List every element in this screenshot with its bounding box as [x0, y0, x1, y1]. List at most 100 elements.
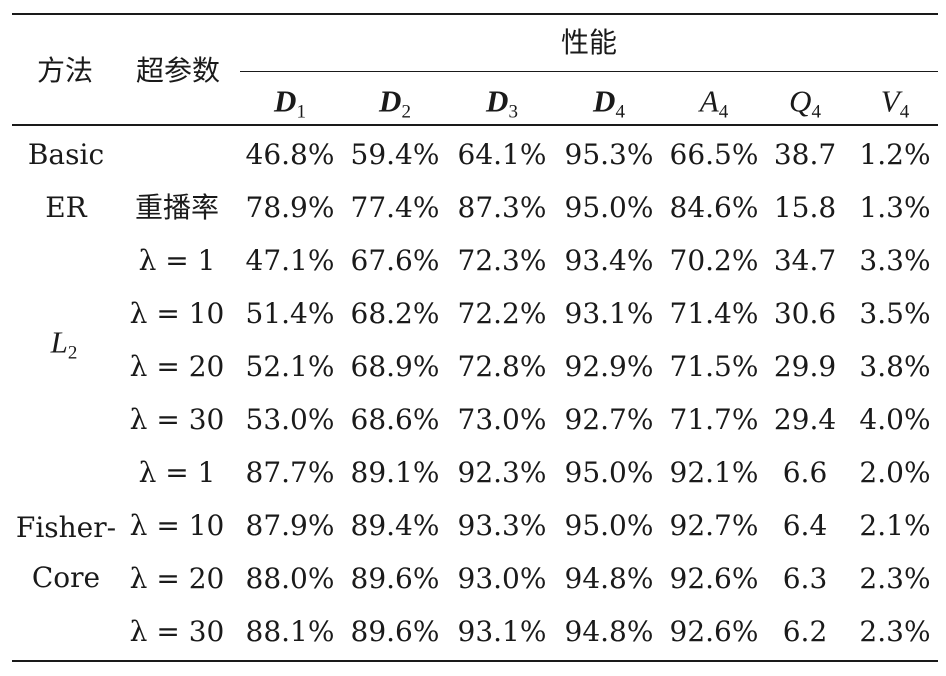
bottom-rule [12, 660, 938, 663]
hyperparameter-cell: λ = 1 [138, 456, 216, 489]
method-l2-symbol: L [50, 324, 68, 360]
value-cell: 2.3% [859, 562, 931, 595]
value-cell: 95.0% [564, 509, 654, 542]
value-cell: 94.8% [564, 562, 654, 595]
hyperparameter-cell: λ = 10 [129, 509, 225, 542]
value-cell: 94.8% [564, 615, 654, 648]
value-cell: 92.9% [564, 350, 654, 383]
value-cell: 6.3 [782, 562, 828, 595]
method-basic-er-line1: Basic [27, 138, 105, 171]
value-cell: 89.6% [350, 562, 440, 595]
value-cell: 88.1% [245, 615, 335, 648]
value-cell: 29.4 [773, 403, 837, 436]
column-header-symbol: Q [789, 83, 812, 119]
value-cell: 95.0% [564, 191, 654, 224]
column-header-4: D4 [593, 83, 625, 122]
column-header-1: D1 [274, 83, 306, 122]
value-cell: 77.4% [350, 191, 440, 224]
method-basic-er-line2: ER [45, 191, 87, 224]
value-cell: 1.2% [859, 138, 931, 171]
value-cell: 72.8% [457, 350, 547, 383]
column-header-2: D2 [379, 83, 411, 122]
value-cell: 15.8 [773, 191, 837, 224]
column-header-symbol: V [880, 83, 900, 119]
value-cell: 52.1% [245, 350, 335, 383]
value-cell: 1.3% [859, 191, 931, 224]
column-header-symbol: A [699, 83, 719, 119]
value-cell: 88.0% [245, 562, 335, 595]
hyperparameter-cell: λ = 30 [129, 403, 225, 436]
value-cell: 93.0% [457, 562, 547, 595]
value-cell: 68.2% [350, 297, 440, 330]
value-cell: 53.0% [245, 403, 335, 436]
value-cell: 93.3% [457, 509, 547, 542]
value-cell: 93.1% [564, 297, 654, 330]
value-cell: 92.7% [669, 509, 759, 542]
column-header-subscript: 4 [615, 101, 625, 123]
column-header-subscript: 4 [811, 101, 821, 123]
value-cell: 92.6% [669, 562, 759, 595]
value-cell: 2.1% [859, 509, 931, 542]
value-cell: 29.9 [773, 350, 837, 383]
value-cell: 71.7% [669, 403, 759, 436]
value-cell: 34.7 [773, 244, 837, 277]
value-cell: 92.3% [457, 456, 547, 489]
value-cell: 95.0% [564, 456, 654, 489]
value-cell: 3.8% [859, 350, 931, 383]
value-cell: 78.9% [245, 191, 335, 224]
column-header-symbol: D [379, 83, 402, 119]
hyperparameter-cell: λ = 10 [129, 297, 225, 330]
value-cell: 3.5% [859, 297, 931, 330]
method-header: 方法 [36, 54, 94, 87]
value-cell: 2.3% [859, 615, 931, 648]
value-cell: 51.4% [245, 297, 335, 330]
value-cell: 68.9% [350, 350, 440, 383]
method-fisher-core-line2: Core [31, 561, 101, 594]
column-header-5: A4 [699, 83, 728, 122]
hyperparameter-cell: 重播率 [134, 191, 220, 224]
value-cell: 6.2 [782, 615, 828, 648]
value-cell: 59.4% [350, 138, 440, 171]
value-cell: 4.0% [859, 403, 931, 436]
column-header-subscript: 4 [718, 101, 729, 123]
value-cell: 84.6% [669, 191, 759, 224]
hyperparameter-header: 超参数 [135, 54, 221, 87]
value-cell: 92.6% [669, 615, 759, 648]
header-rule [12, 124, 938, 126]
method-l2: L2 [50, 324, 78, 363]
top-rule [12, 13, 938, 16]
value-cell: 6.6 [782, 456, 828, 489]
value-cell: 89.4% [350, 509, 440, 542]
value-cell: 46.8% [245, 138, 335, 171]
value-cell: 67.6% [350, 244, 440, 277]
value-cell: 92.1% [669, 456, 759, 489]
value-cell: 71.5% [669, 350, 759, 383]
column-header-7: V4 [880, 83, 909, 122]
value-cell: 93.4% [564, 244, 654, 277]
value-cell: 71.4% [669, 297, 759, 330]
hyperparameter-cell: λ = 30 [129, 615, 225, 648]
value-cell: 87.9% [245, 509, 335, 542]
value-cell: 64.1% [457, 138, 547, 171]
value-cell: 47.1% [245, 244, 335, 277]
column-header-symbol: D [274, 83, 297, 119]
column-header-symbol: D [486, 83, 509, 119]
value-cell: 38.7 [773, 138, 837, 171]
value-cell: 70.2% [669, 244, 759, 277]
hyperparameter-cell: λ = 20 [129, 562, 225, 595]
hyperparameter-cell: λ = 1 [138, 244, 216, 277]
column-header-subscript: 3 [508, 101, 518, 123]
method-l2-subscript: 2 [67, 342, 78, 364]
value-cell: 2.0% [859, 456, 931, 489]
method-fisher-core-line1: Fisher- [15, 511, 117, 544]
performance-header: 性能 [560, 26, 618, 59]
column-header-subscript: 4 [899, 101, 910, 123]
value-cell: 95.3% [564, 138, 654, 171]
column-header-3: D3 [486, 83, 518, 122]
value-cell: 87.7% [245, 456, 335, 489]
value-cell: 6.4 [782, 509, 828, 542]
column-header-symbol: D [593, 83, 616, 119]
value-cell: 93.1% [457, 615, 547, 648]
hyperparameter-cell: λ = 20 [129, 350, 225, 383]
column-header-subscript: 2 [401, 101, 411, 123]
